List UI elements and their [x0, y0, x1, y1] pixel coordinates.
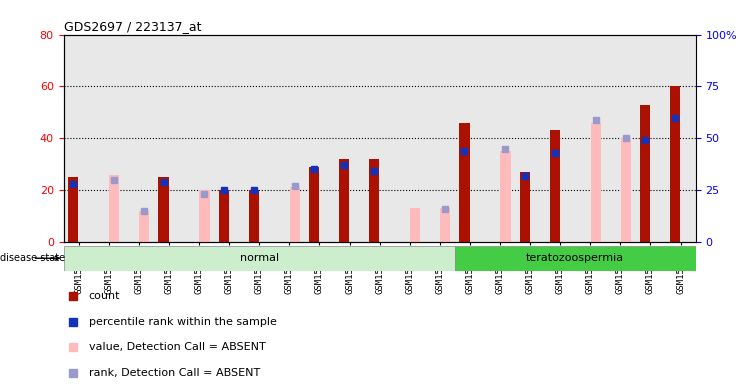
Bar — [485, 35, 515, 242]
Text: rank, Detection Call = ABSENT: rank, Detection Call = ABSENT — [89, 368, 260, 378]
Bar — [364, 35, 395, 242]
Bar — [244, 35, 275, 242]
Bar — [425, 35, 455, 242]
Bar — [154, 35, 184, 242]
Bar — [68, 177, 79, 242]
Bar — [621, 138, 631, 242]
Bar — [605, 35, 636, 242]
Text: value, Detection Call = ABSENT: value, Detection Call = ABSENT — [89, 343, 266, 353]
Bar — [289, 187, 300, 242]
Bar — [515, 35, 545, 242]
Bar — [334, 35, 364, 242]
Text: teratozoospermia: teratozoospermia — [526, 253, 625, 263]
Bar — [459, 123, 470, 242]
Text: normal: normal — [239, 253, 279, 263]
Bar — [309, 167, 319, 242]
Bar — [545, 35, 575, 242]
Text: count: count — [89, 291, 120, 301]
Bar — [440, 208, 450, 242]
Bar — [369, 159, 379, 242]
Bar — [455, 246, 696, 271]
Bar — [184, 35, 214, 242]
Bar — [591, 123, 601, 242]
Bar — [214, 35, 244, 242]
Bar — [199, 190, 209, 242]
Bar — [520, 172, 530, 242]
Bar — [640, 104, 650, 242]
Bar — [159, 177, 168, 242]
Bar — [666, 35, 696, 242]
Bar — [94, 35, 123, 242]
Bar — [500, 151, 511, 242]
Bar — [64, 246, 455, 271]
Bar — [550, 131, 560, 242]
Bar — [123, 35, 154, 242]
Bar — [455, 35, 485, 242]
Bar — [64, 35, 94, 242]
Bar — [304, 35, 334, 242]
Bar — [670, 86, 681, 242]
Text: GDS2697 / 223137_at: GDS2697 / 223137_at — [64, 20, 201, 33]
Bar — [395, 35, 425, 242]
Bar — [248, 190, 259, 242]
Bar — [410, 208, 420, 242]
Bar — [218, 190, 229, 242]
Bar — [275, 35, 304, 242]
Bar — [339, 159, 349, 242]
Text: disease state: disease state — [0, 253, 65, 263]
Bar — [636, 35, 666, 242]
Text: percentile rank within the sample: percentile rank within the sample — [89, 317, 277, 327]
Bar — [139, 211, 150, 242]
Bar — [575, 35, 605, 242]
Bar — [109, 175, 119, 242]
